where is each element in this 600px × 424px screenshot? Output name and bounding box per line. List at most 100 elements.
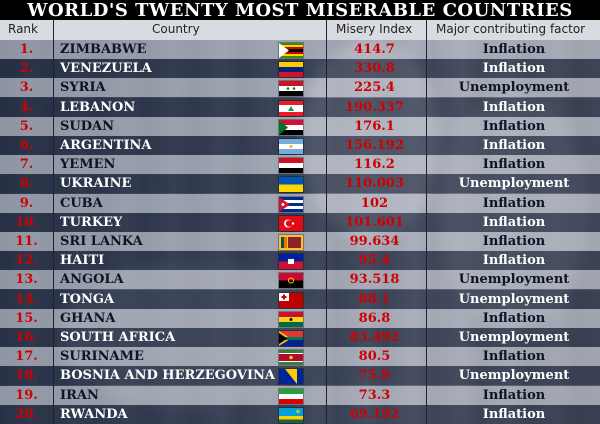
misery-index-cell: 102 [360,195,389,211]
rank-cell: 9. [19,195,34,211]
table-row: 2. VENEZUELA 330.8 Inflation [0,59,600,79]
rank-cell: 15. [15,310,38,326]
factor-cell: Inflation [482,42,546,57]
angola-flag-icon [278,272,304,290]
country-cell: TONGA [60,291,115,307]
country-cell: GHANA [60,310,116,326]
header-country: Country [152,22,200,36]
rank-cell: 5. [19,118,34,134]
tonga-flag-icon [278,291,304,309]
misery-index-cell: 190.337 [345,99,404,115]
table-row: 1. ZIMBABWE 414.7 Inflation [0,40,600,59]
country-cell: SURINAME [60,349,144,365]
factor-cell: Unemployment [458,80,570,96]
factor-cell: Inflation [482,118,546,134]
table-row: 4. LEBANON 190.337 Inflation [0,97,600,117]
country-cell: YEMEN [60,157,116,173]
factor-cell: Unemployment [458,176,570,192]
misery-index-cell: 110.003 [345,176,404,192]
country-cell: ANGOLA [60,272,124,288]
table-row: 7. YEMEN 116.2 Inflation [0,155,600,175]
lebanon-flag-icon [278,99,304,117]
rank-cell: 1. [19,42,34,57]
misery-index-cell: 80.5 [358,349,391,365]
factor-cell: Unemployment [458,272,570,288]
country-cell: ZIMBABWE [60,42,147,57]
misery-index-cell: 73.3 [358,387,391,403]
table-row: 8. UKRAINE 110.003 Unemployment [0,174,600,194]
column-divider [53,20,54,424]
country-cell: TURKEY [60,214,123,230]
table-row: 15. GHANA 86.8 Inflation [0,308,600,328]
header-factor: Major contributing factor [436,22,586,36]
factor-cell: Inflation [482,157,546,173]
rwanda-flag-icon [278,406,304,424]
misery-index-cell: 101.601 [345,214,404,230]
table-row: 10. TURKEY 101.601 Inflation [0,212,600,232]
sri-lanka-flag-icon [278,234,304,251]
misery-index-cell: 88.1 [358,291,391,307]
rank-cell: 10. [15,214,38,230]
rank-cell: 7. [19,157,34,173]
rank-cell: 13. [15,272,38,288]
table-row: 13. ANGOLA 93.518 Unemployment [0,270,600,290]
country-cell: HAITI [60,253,105,269]
table-row: 17. SURINAME 80.5 Inflation [0,347,600,367]
factor-cell: Inflation [482,99,546,115]
column-divider [326,20,327,424]
factor-cell: Unemployment [458,291,570,307]
rank-cell: 12. [15,253,38,269]
country-cell: IRAN [60,387,99,403]
page-title: WORLD'S TWENTY MOST MISERABLE COUNTRIES [0,0,600,21]
misery-index-cell: 69.192 [349,406,400,422]
venezuela-flag-icon [278,61,304,79]
factor-cell: Inflation [482,195,546,211]
factor-cell: Inflation [482,253,546,269]
yemen-flag-icon [278,157,304,175]
country-cell: VENEZUELA [60,61,152,77]
table-row: 20. RWANDA 69.192 Inflation [0,404,600,424]
factor-cell: Inflation [482,214,546,230]
table-row: 19. IRAN 73.3 Inflation [0,385,600,405]
misery-index-cell: 156.192 [345,138,404,153]
syria-flag-icon [278,80,304,98]
misery-index-cell: 414.7 [354,42,395,57]
rank-cell: 2. [19,61,34,77]
misery-index-cell: 225.4 [354,80,395,96]
misery-index-cell: 330.8 [354,61,395,77]
sudan-flag-icon [278,118,304,136]
rank-cell: 8. [19,176,34,192]
rank-cell: 16. [15,330,38,345]
country-cell: ARGENTINA [60,138,152,153]
factor-cell: Inflation [482,61,546,77]
table-row: 5. SUDAN 176.1 Inflation [0,116,600,136]
country-cell: UKRAINE [60,176,132,192]
table-row: 18. BOSNIA AND HERZEGOVINA 75.9 Unemploymen… [0,366,600,386]
header-misery-index: Misery Index [336,22,413,36]
factor-cell: Inflation [482,138,546,153]
zimbabwe-flag-icon [278,42,304,59]
misery-index-cell: 95.4 [358,253,391,269]
factor-cell: Inflation [482,387,546,403]
misery-index-cell: 99.634 [349,234,400,249]
country-cell: SUDAN [60,118,114,134]
rank-cell: 14. [15,291,38,307]
rank-cell: 19. [15,387,38,403]
rank-cell: 20. [15,406,38,422]
south-africa-flag-icon [278,330,304,347]
bosnia-flag-icon [278,368,304,386]
cuba-flag-icon [278,195,304,213]
ukraine-flag-icon [278,176,304,194]
table-row: 9. CUBA 102 Inflation [0,193,600,213]
factor-cell: Unemployment [458,368,570,384]
country-cell: SOUTH AFRICA [60,330,176,345]
table-header: Rank Country Misery Index Major contribu… [0,20,600,40]
country-cell: LEBANON [60,99,136,115]
table-row: 16. SOUTH AFRICA 83.492 Unemployment [0,328,600,347]
country-cell: SYRIA [60,80,106,96]
misery-index-cell: 75.9 [358,368,391,384]
misery-index-cell: 176.1 [354,118,395,134]
header-rank: Rank [8,22,38,36]
misery-index-cell: 93.518 [349,272,400,288]
